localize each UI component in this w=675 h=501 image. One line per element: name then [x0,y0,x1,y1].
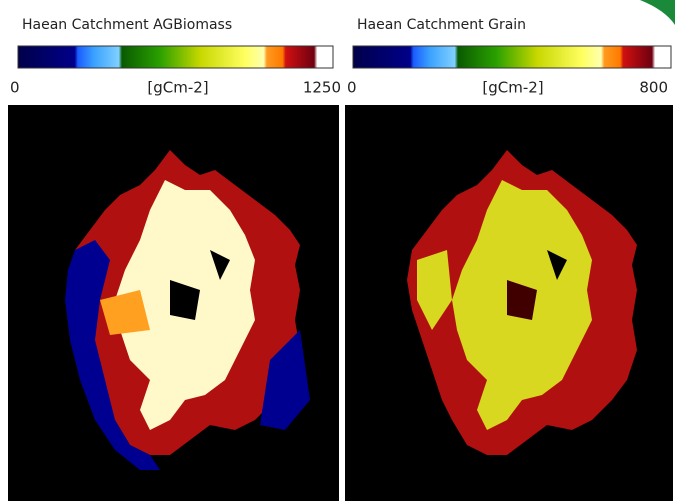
max-label: 800 [639,79,668,97]
unit-label: [gCm-2] [482,79,543,97]
panel: Haean Catchment Grain 0 [gCm-2] 800 [345,17,673,501]
panel-title: Haean Catchment Grain [357,17,526,33]
panel-title: Haean Catchment AGBiomass [22,17,232,33]
panel: Haean Catchment AGBiomass 0 [gCm-2] 1250 [8,17,341,501]
max-label: 1250 [303,79,341,97]
unit-label: [gCm-2] [147,79,208,97]
corner-arc [640,0,675,25]
min-label: 0 [347,79,357,97]
colorbar [353,46,671,68]
colorbar [18,46,333,68]
min-label: 0 [10,79,20,97]
screenshot: Haean Catchment AGBiomass 0 [gCm-2] 1250… [0,0,675,501]
